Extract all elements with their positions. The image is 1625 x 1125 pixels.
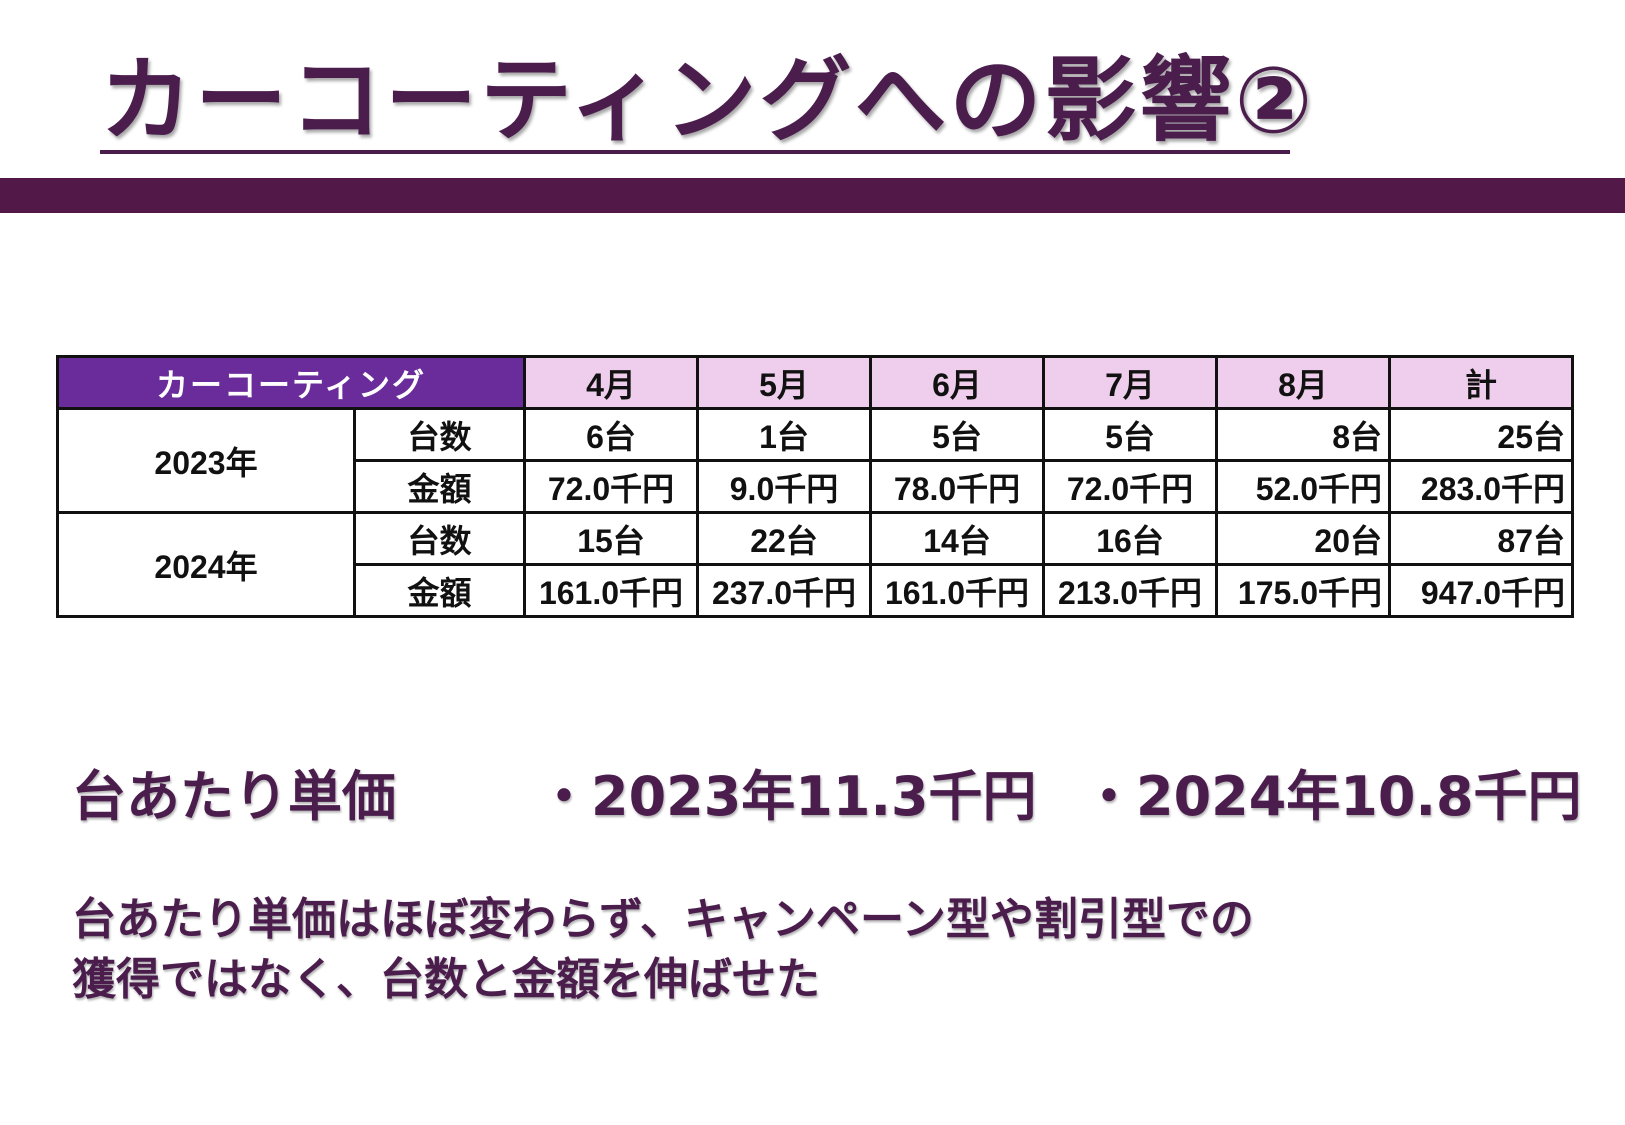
table-cell: 16台 (1042, 511, 1218, 566)
table-row: 金額 161.0千円 237.0千円 161.0千円 213.0千円 175.0… (58, 563, 1574, 618)
table-corner-label: カーコーティング (56, 355, 526, 410)
table-cell: 72.0千円 (1042, 459, 1218, 514)
table-cell: 175.0千円 (1215, 563, 1391, 618)
metric-label: 金額 (353, 563, 526, 618)
table-cell: 5台 (1042, 407, 1218, 462)
metric-label: 台数 (353, 407, 526, 462)
header-band (0, 178, 1625, 213)
table-cell: 213.0千円 (1042, 563, 1218, 618)
table-cell: 8台 (1215, 407, 1391, 462)
metric-label: 台数 (353, 511, 526, 566)
month-header: 5月 (696, 355, 872, 410)
table-cell: 15台 (523, 511, 699, 566)
metric-label: 金額 (353, 459, 526, 514)
table-cell: 5台 (869, 407, 1045, 462)
unit-price-label: 台あたり単価 (72, 765, 396, 828)
table-cell: 6台 (523, 407, 699, 462)
table-cell: 78.0千円 (869, 459, 1045, 514)
table-header-row: カーコーティング 4月 5月 6月 7月 8月 計 (56, 355, 1574, 410)
table-cell: 14台 (869, 511, 1045, 566)
summary-line: 台あたり単価はほぼ変わらず、キャンペーン型や割引型での (72, 894, 1254, 945)
total-cell: 283.0千円 (1388, 459, 1574, 514)
table-cell: 9.0千円 (696, 459, 872, 514)
table-row: 2024年 台数 15台 22台 14台 16台 20台 87台 (56, 511, 1574, 618)
total-cell: 947.0千円 (1388, 563, 1574, 618)
table-cell: 20台 (1215, 511, 1391, 566)
summary-line: 獲得ではなく、台数と金額を伸ばせた (72, 954, 820, 1005)
month-header: 8月 (1215, 355, 1391, 410)
year-label: 2023年 (56, 407, 356, 514)
summary-text: 台あたり単価はほぼ変わらず、キャンペーン型や割引型での 獲得ではなく、台数と金額… (72, 890, 1552, 1010)
title-underline (100, 150, 1290, 154)
table-cell: 1台 (696, 407, 872, 462)
month-header: 6月 (869, 355, 1045, 410)
total-cell: 87台 (1388, 511, 1574, 566)
table-row: 金額 72.0千円 9.0千円 78.0千円 72.0千円 52.0千円 283… (58, 459, 1574, 514)
table-cell: 161.0千円 (869, 563, 1045, 618)
table-cell: 22台 (696, 511, 872, 566)
unit-price-2023: ・2023年11.3千円 (537, 765, 1037, 828)
table-cell: 72.0千円 (523, 459, 699, 514)
total-cell: 25台 (1388, 407, 1574, 462)
month-header: 7月 (1042, 355, 1218, 410)
coating-sales-table: カーコーティング 4月 5月 6月 7月 8月 計 2023年 台数 6台 1台… (56, 355, 1574, 618)
total-header: 計 (1388, 355, 1574, 410)
unit-price-line: 台あたり単価 ・2023年11.3千円 ・2024年10.8千円 (72, 752, 1622, 828)
table-cell: 237.0千円 (696, 563, 872, 618)
table-cell: 52.0千円 (1215, 459, 1391, 514)
page-title: カーコーティングへの影響② (100, 47, 1316, 154)
year-label: 2024年 (56, 511, 356, 618)
table-row: 2023年 台数 6台 1台 5台 5台 8台 25台 (56, 407, 1574, 514)
month-header: 4月 (523, 355, 699, 410)
table-cell: 161.0千円 (523, 563, 699, 618)
unit-price-2024: ・2024年10.8千円 (1082, 765, 1582, 828)
